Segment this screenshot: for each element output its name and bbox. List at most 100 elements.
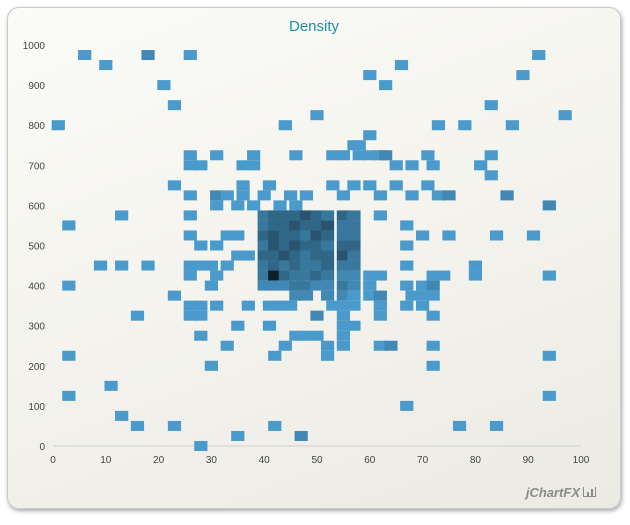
y-tick-label: 100 — [28, 402, 45, 413]
density-cell — [416, 290, 430, 301]
density-cell — [231, 230, 245, 241]
density-cell — [157, 80, 171, 91]
density-cell — [363, 130, 377, 141]
density-cell — [505, 120, 519, 131]
density-cell — [542, 390, 556, 401]
density-cell — [231, 320, 245, 331]
density-cell — [347, 300, 361, 311]
density-cell — [204, 260, 218, 271]
density-cell — [400, 300, 414, 311]
density-cell — [347, 210, 361, 221]
density-cell — [299, 240, 314, 251]
y-tick-label: 0 — [39, 442, 45, 453]
density-cell — [51, 120, 65, 131]
density-cell — [62, 350, 76, 361]
density-cell — [278, 220, 292, 231]
density-cell — [320, 220, 335, 231]
density-cell — [268, 280, 282, 291]
density-cell — [320, 340, 335, 351]
density-cell — [299, 210, 314, 221]
density-cell — [352, 140, 366, 151]
density-cell — [542, 350, 556, 361]
density-cell — [468, 270, 482, 281]
density-cell — [183, 150, 197, 161]
density-cell — [310, 110, 324, 121]
density-cell — [437, 270, 451, 281]
density-cell — [384, 340, 398, 351]
density-cell — [204, 280, 218, 291]
density-cell — [416, 280, 430, 291]
density-cell — [268, 420, 282, 431]
density-cell — [489, 420, 504, 431]
y-tick-label: 400 — [28, 282, 45, 293]
density-cell — [421, 150, 435, 161]
density-cell — [289, 220, 303, 231]
density-cell — [336, 220, 350, 231]
density-cell — [310, 230, 324, 241]
density-cell — [262, 320, 277, 331]
density-cell — [484, 170, 498, 181]
density-cell — [289, 240, 303, 251]
density-cell — [373, 310, 387, 321]
density-cell — [431, 120, 446, 131]
density-cell — [336, 330, 350, 341]
density-cell — [400, 280, 414, 291]
density-cell — [167, 100, 182, 111]
density-cell — [268, 220, 282, 231]
density-cell — [183, 50, 197, 61]
density-cell — [320, 230, 335, 241]
density-cell — [278, 340, 292, 351]
density-cell — [278, 230, 292, 241]
density-cell — [484, 100, 498, 111]
density-cell — [373, 340, 387, 351]
density-cell — [210, 190, 224, 201]
density-cell — [326, 180, 340, 191]
density-cell — [400, 240, 414, 251]
density-cell — [204, 360, 218, 371]
density-cell — [336, 310, 350, 321]
density-cell — [405, 190, 419, 201]
density-cell — [194, 310, 208, 321]
density-cell — [257, 240, 271, 251]
density-cell — [352, 150, 366, 161]
density-cell — [167, 420, 182, 431]
density-cell — [257, 270, 271, 281]
density-cell — [194, 160, 208, 171]
density-cell — [78, 50, 92, 61]
density-cell — [310, 310, 324, 321]
density-cell — [210, 240, 224, 251]
brand-logo-text: jChartFX — [525, 485, 580, 500]
density-cell — [284, 190, 298, 201]
density-cell — [373, 190, 387, 201]
density-cell — [489, 230, 504, 241]
density-cell — [104, 380, 118, 391]
density-cell — [320, 290, 335, 301]
density-cell — [284, 300, 298, 311]
density-cell — [210, 270, 224, 281]
density-cell — [416, 300, 430, 311]
density-cell — [236, 190, 250, 201]
density-cell — [294, 430, 308, 441]
density-cell — [389, 160, 403, 171]
density-cell — [210, 150, 224, 161]
density-cell — [310, 280, 324, 291]
density-cell — [231, 200, 245, 211]
density-cell — [363, 290, 377, 301]
density-cell — [379, 80, 393, 91]
density-cell — [310, 260, 324, 271]
density-cell — [326, 300, 340, 311]
density-cell — [194, 300, 208, 311]
density-cell — [220, 190, 234, 201]
density-cell — [458, 120, 472, 131]
density-cell — [363, 180, 377, 191]
density-cell — [500, 190, 514, 201]
density-cell — [310, 250, 324, 261]
density-cell — [373, 270, 387, 281]
x-tick-label: 10 — [100, 455, 112, 466]
density-cell — [257, 260, 271, 271]
density-cell — [320, 270, 335, 281]
density-cell — [130, 420, 145, 431]
density-cell — [289, 280, 303, 291]
density-cell — [268, 260, 282, 271]
density-cell — [310, 270, 324, 281]
